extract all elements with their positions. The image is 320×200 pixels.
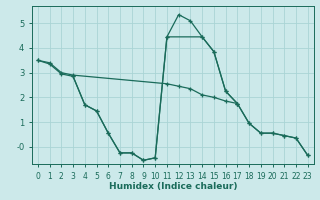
X-axis label: Humidex (Indice chaleur): Humidex (Indice chaleur)	[108, 182, 237, 191]
